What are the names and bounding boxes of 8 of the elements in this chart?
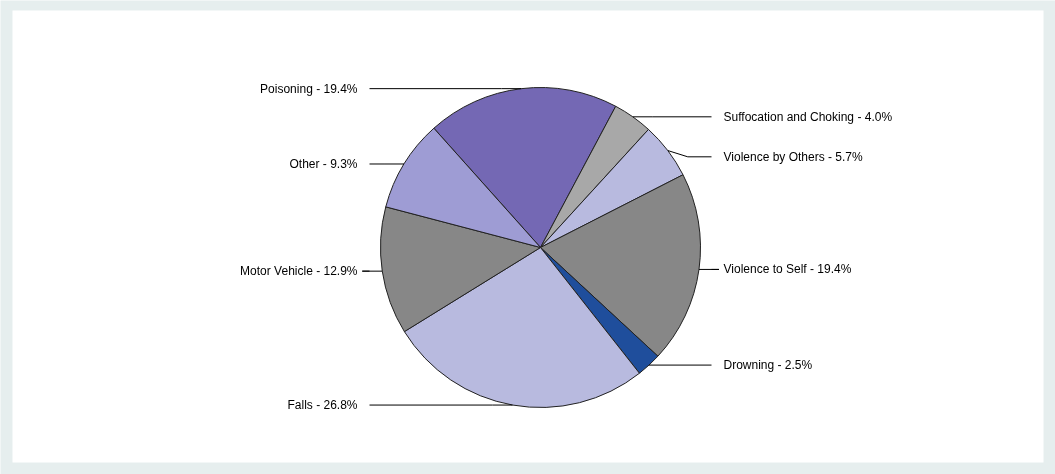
slice-label: Drowning - 2.5%	[723, 358, 813, 373]
slice-label: Poisoning - 19.4%	[260, 81, 358, 96]
slice-label: Violence to Self - 19.4%	[723, 262, 852, 277]
slice-label: Motor Vehicle - 12.9%	[240, 264, 358, 279]
slice-label: Violence by Others - 5.7%	[723, 149, 864, 164]
slice-label: Other - 9.3%	[289, 157, 358, 171]
slice-label: Suffocation and Choking - 4.0%	[723, 109, 893, 124]
slice-label: Falls - 26.8%	[287, 398, 358, 413]
